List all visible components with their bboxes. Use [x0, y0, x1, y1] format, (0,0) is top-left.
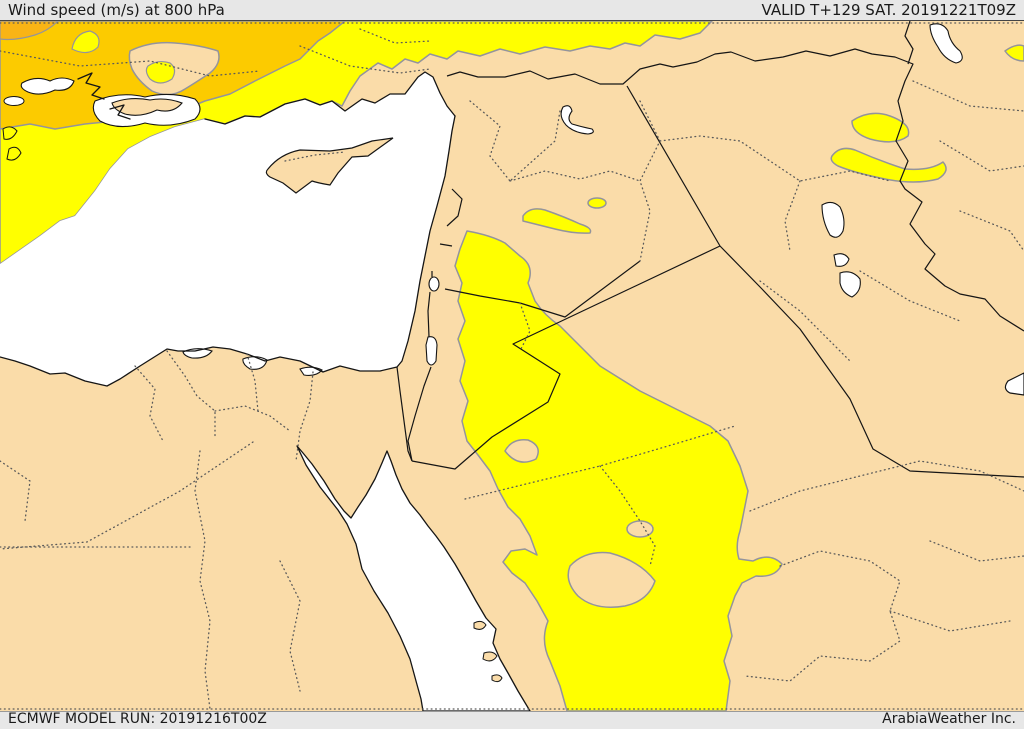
border-turkey-iran-north	[904, 21, 914, 65]
turkey-south-coast	[204, 71, 456, 125]
island-1	[2, 126, 18, 140]
tan-inclusion-3	[567, 551, 656, 608]
border-lebanon	[439, 188, 463, 247]
red-sea	[296, 445, 531, 711]
island-2	[6, 146, 22, 161]
wind-contour-iraq-upper	[851, 112, 910, 143]
wind-contour-damascus	[522, 208, 592, 234]
yellow-hole-in-gold	[71, 30, 100, 54]
dead-sea	[425, 336, 438, 366]
sea-of-marmara	[20, 77, 75, 95]
aegean-inlet	[3, 96, 25, 106]
wind-contour-orange-corner	[0, 21, 59, 41]
lake-razzaza	[839, 271, 861, 298]
wind-contour-iraq-banana	[830, 147, 947, 183]
wind-contour-saudi-blob	[454, 230, 783, 711]
branding-label: ArabiaWeather Inc.	[882, 711, 1016, 728]
cyprus-division-line	[284, 151, 346, 162]
island-rhodes	[111, 97, 183, 116]
admin-boundaries	[0, 22, 1024, 710]
model-run-label: ECMWF MODEL RUN: 20191216T00Z	[8, 711, 267, 728]
red-sea-island-2	[482, 651, 498, 662]
valid-time: VALID T+129 SAT. 20191221T09Z	[761, 1, 1016, 20]
cyprus	[265, 137, 394, 194]
tan-inclusion-2	[626, 520, 654, 538]
red-sea-island-1	[473, 620, 487, 630]
persian-gulf	[1004, 372, 1024, 396]
lake-tharthar	[821, 201, 845, 238]
map-title: Wind speed (m/s) at 800 hPa	[8, 1, 225, 20]
lake-habbaniyah	[833, 253, 850, 267]
border-saudi-iraq-kuwait	[719, 245, 1024, 478]
border-syria-iraq	[626, 85, 721, 247]
lake-assad	[560, 105, 594, 135]
wind-contour-damascus-small	[587, 197, 607, 209]
wind-contour-right-sliver	[1004, 44, 1024, 62]
yellow-hole-nw-turkey	[145, 60, 176, 84]
weather-map	[0, 21, 1024, 711]
border-turkey-syria-iraq-iran	[446, 48, 1024, 332]
levant-egypt-coast	[0, 115, 456, 387]
lake-urmia	[929, 23, 963, 64]
border-jordan-valley	[407, 271, 433, 462]
tan-inclusion-1	[504, 438, 539, 463]
border-israel-egypt	[396, 366, 413, 462]
footer-bar: ECMWF MODEL RUN: 20191216T00Z ArabiaWeat…	[0, 711, 1024, 728]
border-jordan-iraq-saudi	[411, 245, 721, 470]
sea-of-galilee	[428, 276, 440, 292]
west-anatolia-coast	[77, 72, 131, 120]
red-sea-island-3	[491, 674, 503, 683]
header-bar: Wind speed (m/s) at 800 hPa VALID T+129 …	[0, 0, 1024, 21]
wind-map-canvas	[0, 21, 1024, 711]
